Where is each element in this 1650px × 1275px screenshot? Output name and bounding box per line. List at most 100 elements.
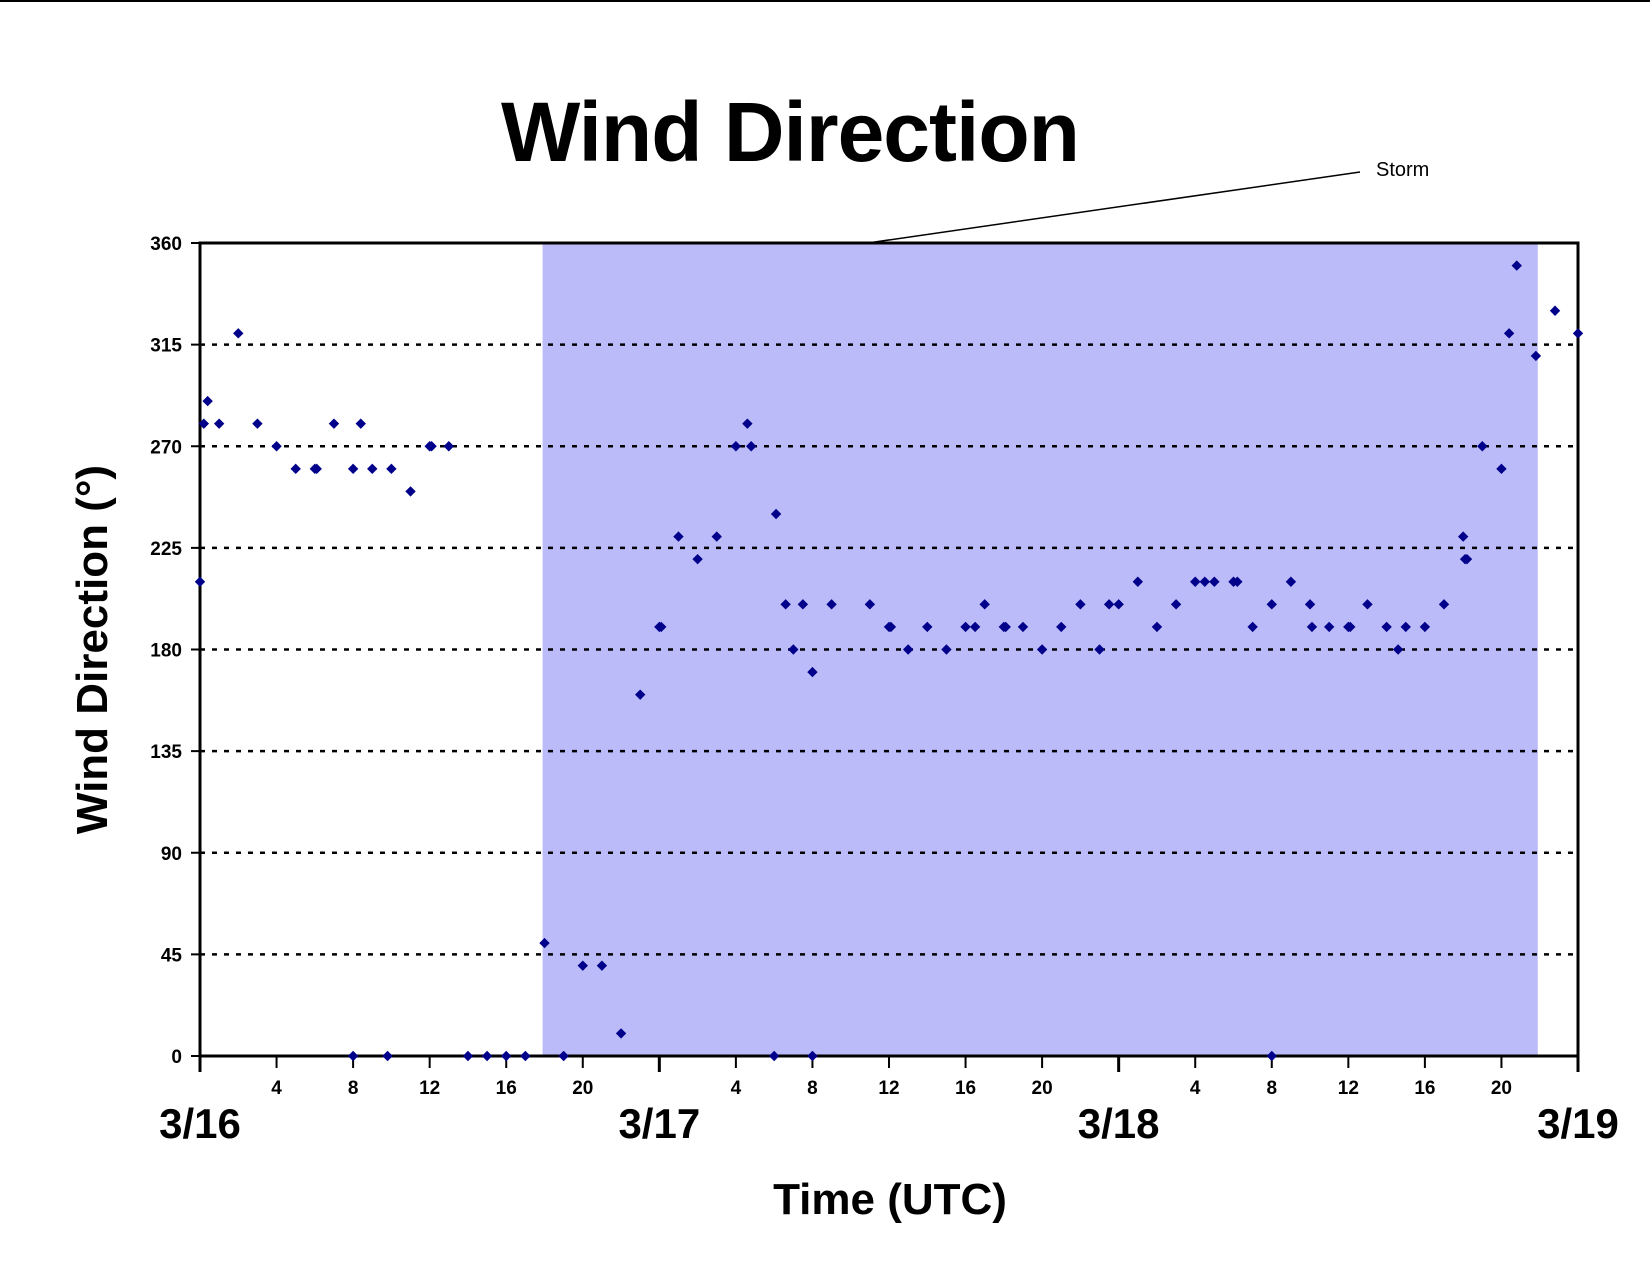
data-point <box>1000 621 1011 633</box>
data-point <box>1345 621 1356 633</box>
data-point <box>711 531 722 542</box>
data-point <box>405 486 416 497</box>
data-point <box>520 1050 531 1062</box>
data-point <box>213 418 225 429</box>
x-tick-label: 16 <box>955 1078 976 1099</box>
data-point <box>1199 576 1210 587</box>
x-axis: 4 8 12 16 20 4 8 12 16 20 4 8 12 16 20 3/16 3/17 3/18 3/19 <box>159 1056 1619 1147</box>
data-point <box>807 1050 818 1062</box>
data-point <box>979 599 990 610</box>
data-point <box>367 463 378 475</box>
data-point <box>539 937 550 949</box>
x-tick-label: 16 <box>1414 1078 1435 1099</box>
data-point <box>770 508 782 520</box>
data-point <box>960 621 971 633</box>
data-point <box>1190 576 1201 587</box>
data-point <box>780 599 791 610</box>
data-point <box>577 960 588 971</box>
data-point <box>194 576 206 587</box>
data-point <box>797 599 809 610</box>
data-point <box>1266 599 1277 610</box>
data-point <box>1113 599 1124 610</box>
data-point <box>1132 576 1144 587</box>
data-point <box>382 1050 393 1062</box>
data-point <box>198 418 210 429</box>
data-point <box>1170 599 1182 610</box>
x-tick-label: 8 <box>348 1078 359 1099</box>
data-point <box>885 621 897 633</box>
data-point <box>1266 1050 1277 1062</box>
chart-title: Wind Direction <box>0 84 1650 181</box>
date-tick-label: 3/18 <box>1078 1100 1160 1147</box>
data-point <box>864 599 876 610</box>
data-point <box>311 463 322 475</box>
y-tick-label: 270 <box>150 437 182 458</box>
data-point <box>1232 576 1243 587</box>
data-point <box>746 441 757 452</box>
chart-title-text: Wind Direction <box>501 85 1080 179</box>
y-tick-label: 0 <box>171 1047 182 1068</box>
data-point <box>1530 350 1542 362</box>
data-point <box>1477 441 1488 452</box>
x-tick-label: 4 <box>1190 1078 1201 1099</box>
data-point <box>290 463 301 475</box>
data-point <box>1209 576 1220 587</box>
data-point <box>233 328 244 339</box>
y-tick-label: 225 <box>150 539 182 560</box>
data-points <box>194 260 1584 1062</box>
data-point <box>673 531 684 542</box>
data-point <box>1549 305 1561 316</box>
data-point <box>1438 599 1450 610</box>
x-tick-label: 12 <box>878 1078 899 1099</box>
data-point <box>202 395 213 407</box>
x-tick-label: 20 <box>1491 1078 1512 1099</box>
data-point <box>328 418 340 429</box>
x-axis-title: Time (UTC) <box>773 1175 1007 1224</box>
data-point <box>271 441 282 452</box>
data-point <box>1017 621 1029 633</box>
data-point <box>1103 599 1115 610</box>
data-point <box>1306 621 1318 633</box>
data-point <box>1503 328 1515 339</box>
y-tick-label: 45 <box>161 945 183 966</box>
data-point <box>1075 599 1086 610</box>
data-point <box>634 689 646 700</box>
data-point <box>788 644 799 655</box>
x-tick-label: 4 <box>271 1078 282 1099</box>
data-point <box>596 960 608 971</box>
data-point <box>1323 621 1335 633</box>
data-point <box>1304 599 1316 610</box>
data-point <box>1461 553 1473 565</box>
data-point <box>1094 644 1105 655</box>
y-tick-label: 360 <box>150 234 182 255</box>
x-tick-label: 12 <box>1338 1078 1359 1099</box>
storm-annotation-label: Storm <box>1376 159 1429 181</box>
data-point <box>426 441 437 452</box>
data-point <box>1056 621 1067 633</box>
data-point <box>1400 621 1411 633</box>
data-point <box>922 621 933 633</box>
data-point <box>807 666 818 678</box>
data-point <box>386 463 397 475</box>
data-point <box>443 441 455 452</box>
data-point <box>1392 644 1404 655</box>
y-tick-label: 315 <box>150 336 182 357</box>
data-point <box>1511 260 1522 271</box>
data-point <box>501 1050 512 1062</box>
data-point <box>252 418 263 429</box>
data-point <box>462 1050 474 1062</box>
y-axis-title: Wind Direction (°) <box>68 465 117 834</box>
data-point <box>1151 621 1163 633</box>
x-tick-label: 20 <box>1032 1078 1053 1099</box>
data-point <box>692 553 703 565</box>
data-point <box>656 621 667 633</box>
data-point <box>941 644 952 655</box>
data-point <box>742 418 753 429</box>
x-tick-label: 16 <box>496 1078 517 1099</box>
y-tick-label: 90 <box>161 844 182 865</box>
data-point <box>730 441 742 452</box>
top-border <box>0 0 1650 2</box>
y-tick-label: 135 <box>150 742 182 763</box>
x-tick-label: 8 <box>807 1078 818 1099</box>
